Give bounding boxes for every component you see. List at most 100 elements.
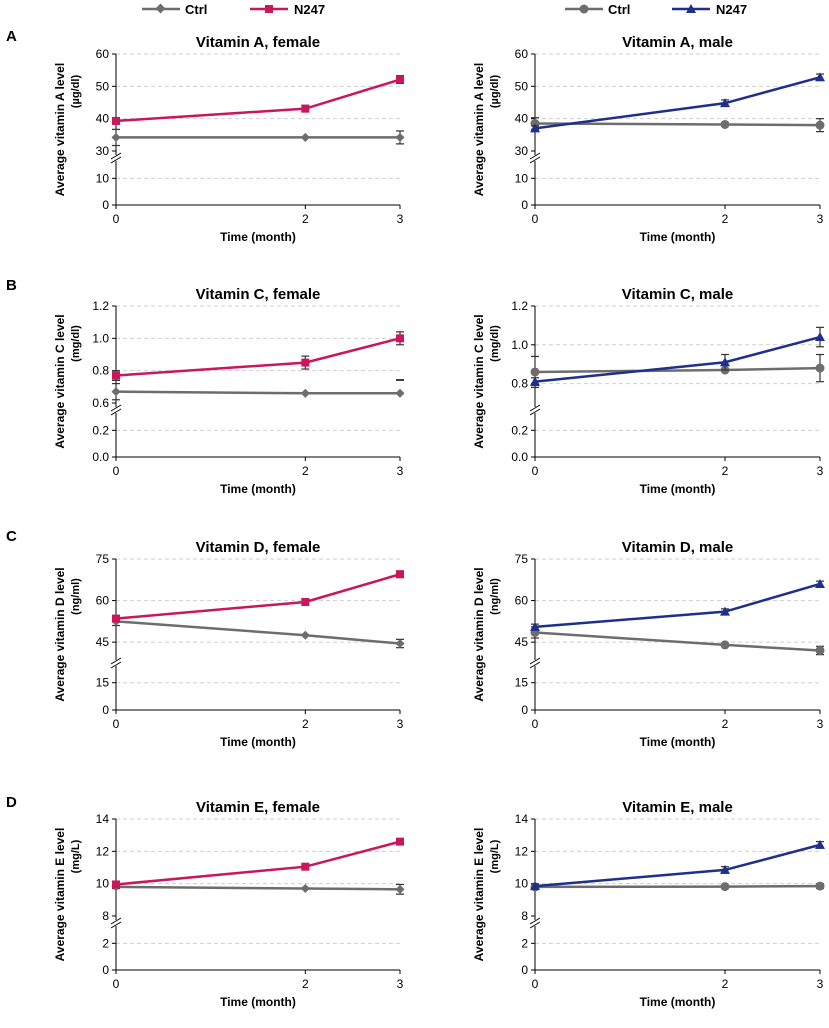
legend-n247-square-marker bbox=[265, 5, 273, 13]
data-point bbox=[815, 120, 825, 130]
y-tick-label: 8 bbox=[521, 909, 528, 923]
chart-title: Vitamin D, male bbox=[622, 539, 733, 556]
y-axis-label: Average vitamin E level bbox=[472, 828, 486, 962]
legend-n247-label: N247 bbox=[294, 2, 325, 17]
data-point bbox=[395, 132, 405, 142]
y-tick-label: 14 bbox=[515, 812, 529, 826]
x-tick-label: 2 bbox=[302, 212, 309, 226]
y-tick-label: 60 bbox=[96, 594, 110, 608]
y-tick-label: 0.0 bbox=[511, 450, 528, 464]
chart-title: Vitamin D, female bbox=[196, 539, 321, 556]
y-tick-label: 30 bbox=[515, 144, 529, 158]
legend-n247-label: N247 bbox=[716, 2, 747, 17]
x-axis-label: Time (month) bbox=[640, 735, 716, 749]
series-ctrl bbox=[530, 117, 825, 133]
x-tick-label: 0 bbox=[113, 464, 120, 478]
axis-break-mark bbox=[110, 657, 122, 665]
chart-vitamin-d-female: Vitamin D, female 45 60 75 0 15 0 2 3 Time (month… bbox=[53, 539, 405, 749]
y-tick-label: 10 bbox=[515, 171, 529, 185]
series-ctrl bbox=[530, 353, 825, 389]
y-tick-label: 1.2 bbox=[92, 299, 109, 313]
x-tick-label: 2 bbox=[722, 464, 729, 478]
data-point bbox=[300, 883, 310, 894]
y-tick-label: 10 bbox=[96, 877, 110, 891]
y-tick-label: 0.2 bbox=[511, 423, 528, 437]
y-tick-label: 45 bbox=[515, 635, 529, 649]
data-point bbox=[815, 363, 825, 373]
y-axis-unit-label: (mg/L) bbox=[489, 839, 501, 873]
axis-break-mark bbox=[529, 921, 541, 929]
axis-break-mark bbox=[529, 657, 541, 665]
y-axis-label: Average vitamin C level bbox=[53, 314, 67, 448]
data-point bbox=[396, 75, 404, 84]
y-tick-label: 2 bbox=[102, 936, 109, 950]
data-point bbox=[396, 837, 404, 846]
data-point bbox=[815, 578, 825, 588]
y-axis-unit-label: (ng/ml) bbox=[70, 578, 82, 615]
data-point bbox=[395, 639, 405, 649]
data-point bbox=[530, 367, 540, 377]
axis-break-mark bbox=[529, 408, 541, 416]
y-tick-label: 8 bbox=[102, 909, 109, 923]
data-point bbox=[815, 72, 825, 82]
axis-break-mark bbox=[529, 917, 541, 925]
x-tick-label: 3 bbox=[397, 464, 404, 478]
chart-vitamin-c-male: Vitamin C, male 0.8 1.0 1.2 0.0 0.2 0 2 3 Time (m… bbox=[472, 286, 825, 496]
data-point bbox=[530, 881, 540, 891]
y-tick-label: 2 bbox=[521, 936, 528, 950]
x-tick-label: 2 bbox=[302, 464, 309, 478]
y-axis-label: Average vitamin D level bbox=[472, 567, 486, 701]
x-tick-label: 3 bbox=[817, 717, 824, 731]
y-tick-label: 0 bbox=[521, 703, 528, 717]
y-tick-label: 75 bbox=[96, 552, 110, 566]
series-line bbox=[534, 631, 821, 652]
axis-break-mark bbox=[529, 661, 541, 669]
y-axis-unit-label: (mg/dl) bbox=[489, 325, 501, 362]
x-tick-label: 2 bbox=[722, 717, 729, 731]
data-point bbox=[111, 132, 121, 142]
chart-title: Vitamin A, female bbox=[196, 34, 320, 51]
series-ctrl bbox=[111, 616, 405, 649]
data-point bbox=[300, 388, 310, 398]
axis-break-mark bbox=[110, 408, 122, 416]
x-tick-label: 0 bbox=[532, 464, 539, 478]
x-tick-label: 2 bbox=[302, 717, 309, 731]
y-tick-label: 0 bbox=[102, 963, 109, 977]
x-tick-label: 3 bbox=[397, 212, 404, 226]
y-tick-label: 14 bbox=[96, 812, 110, 826]
x-axis-label: Time (month) bbox=[220, 735, 296, 749]
series-n247 bbox=[112, 837, 404, 889]
y-tick-label: 0.6 bbox=[92, 396, 109, 410]
series-n247 bbox=[530, 578, 825, 631]
axis-break-mark bbox=[110, 917, 122, 925]
x-tick-label: 0 bbox=[113, 212, 120, 226]
legend-ctrl-circle-marker bbox=[579, 4, 589, 14]
series-ctrl bbox=[111, 128, 405, 147]
y-tick-label: 30 bbox=[96, 144, 110, 158]
data-point bbox=[815, 332, 825, 342]
y-axis-label: Average vitamin E level bbox=[53, 828, 67, 962]
data-point bbox=[301, 104, 310, 113]
series-line bbox=[115, 573, 401, 620]
data-point bbox=[720, 882, 730, 892]
data-point bbox=[720, 864, 730, 874]
series-ctrl bbox=[111, 379, 405, 401]
data-point bbox=[396, 334, 404, 343]
y-tick-label: 45 bbox=[96, 635, 110, 649]
y-axis-label: Average vitamin C level bbox=[472, 314, 486, 448]
series-line bbox=[115, 840, 401, 886]
y-axis-unit-label: (µg/dl) bbox=[70, 75, 82, 109]
data-point bbox=[815, 645, 825, 655]
data-point bbox=[112, 880, 120, 889]
series-ctrl bbox=[530, 626, 825, 656]
series-line bbox=[534, 366, 821, 374]
legend-left: Ctrl N247 bbox=[142, 2, 325, 17]
x-tick-label: 3 bbox=[817, 977, 824, 991]
chart-title: Vitamin E, female bbox=[196, 799, 320, 816]
y-tick-label: 0 bbox=[102, 198, 109, 212]
chart-title: Vitamin C, male bbox=[622, 286, 733, 303]
series-line bbox=[534, 884, 821, 889]
x-axis-label: Time (month) bbox=[640, 482, 716, 496]
panel-letter-b: B bbox=[6, 277, 17, 294]
